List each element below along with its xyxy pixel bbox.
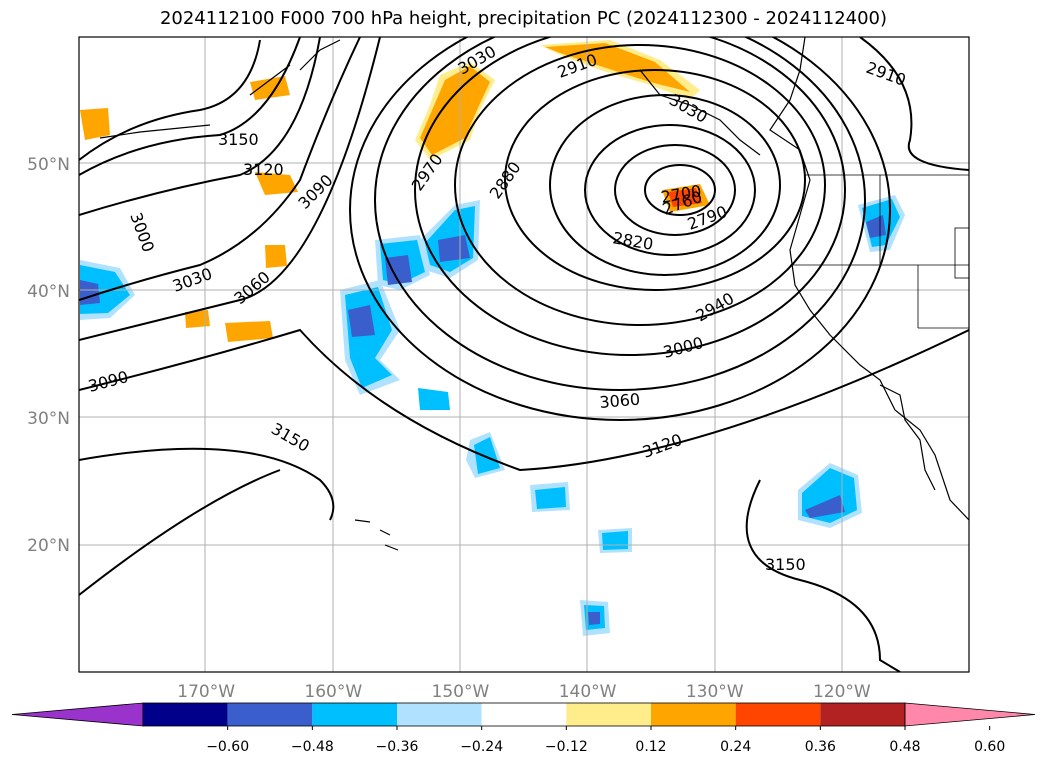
colorbar-tick-label: 0.48 <box>889 739 920 755</box>
colorbar-segment <box>481 703 567 726</box>
colorbar-frame <box>142 702 906 727</box>
colorbar-tick-label: 0.24 <box>720 739 751 755</box>
lon-tick-label: 130°W <box>686 682 744 702</box>
precip-positive-areas <box>80 40 710 342</box>
colorbar: −0.60 −0.48 −0.36 −0.24 −0.12 0.12 0.24 0.36 0.4… <box>11 702 1036 755</box>
colorbar-tick-label: −0.12 <box>545 739 588 755</box>
colorbar-segment <box>735 703 821 726</box>
lon-tick-label: 160°W <box>304 682 362 702</box>
lat-tick-label: 50°N <box>27 155 70 175</box>
contour-label: 2970 <box>408 150 447 194</box>
contour-label: 3030 <box>170 264 215 296</box>
colorbar-tick-label: −0.60 <box>206 739 249 755</box>
contour-label: 3000 <box>126 210 158 255</box>
lon-tick-label: 170°W <box>177 682 235 702</box>
lon-tick-label: 150°W <box>432 682 490 702</box>
colorbar-tick-label: 0.60 <box>974 739 1005 755</box>
contour-label: 2910 <box>864 58 909 90</box>
colorbar-extend-low <box>11 702 144 727</box>
contour-label: 3120 <box>640 430 685 462</box>
colorbar-segment <box>312 703 397 726</box>
state-borders <box>790 174 969 329</box>
colorbar-extend-high <box>904 702 1036 727</box>
colorbar-segment <box>651 703 736 726</box>
contour-label: 3000 <box>661 333 705 362</box>
colorbar-tick-label: −0.48 <box>291 739 334 755</box>
contour-label: 2820 <box>611 228 654 254</box>
map-frame <box>78 36 970 673</box>
colorbar-segment <box>397 703 482 726</box>
colorbar-segment <box>143 703 228 726</box>
colorbar-segment <box>227 703 313 726</box>
colorbar-tick-label: −0.36 <box>376 739 419 755</box>
map-title: 2024112100 F000 700 hPa height, precipit… <box>159 8 888 29</box>
contour-label: 3090 <box>86 367 130 396</box>
contour-label: 3150 <box>268 419 313 456</box>
contour-label: 2880 <box>486 158 525 202</box>
contour-label: 3150 <box>218 130 259 149</box>
latitude-labels: 50°N 40°N 30°N 20°N <box>27 155 70 556</box>
colorbar-segment <box>820 703 905 726</box>
contour-label: 3060 <box>599 390 641 412</box>
contour-label: 3120 <box>243 160 284 179</box>
colorbar-tick-label: 0.12 <box>635 739 666 755</box>
height-contours <box>79 37 969 672</box>
lon-tick-label: 120°W <box>813 682 871 702</box>
contour-label: 3060 <box>230 267 273 308</box>
map-gridlines <box>79 37 969 672</box>
colorbar-tick-label: −0.24 <box>460 739 503 755</box>
colorbar-segment <box>566 703 651 726</box>
contour-label: 3150 <box>765 555 806 574</box>
lat-tick-label: 30°N <box>27 409 70 429</box>
precip-negative-areas <box>80 195 905 636</box>
lat-tick-label: 20°N <box>27 536 70 556</box>
lat-tick-label: 40°N <box>27 282 70 302</box>
coastlines <box>99 37 969 551</box>
longitude-labels: 170°W 160°W 150°W 140°W 130°W 120°W <box>177 682 871 702</box>
colorbar-tick-label: 0.36 <box>805 739 836 755</box>
lon-tick-label: 140°W <box>559 682 617 702</box>
